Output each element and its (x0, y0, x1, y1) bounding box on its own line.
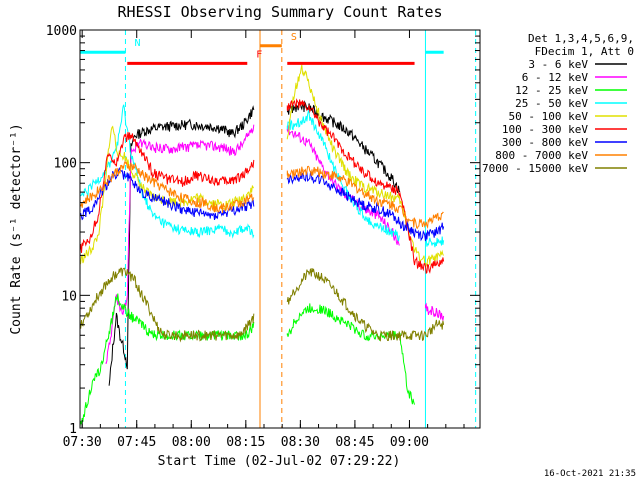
timestamp: 16-Oct-2021 21:35 (544, 469, 636, 479)
y-tick-label-1: 10 (61, 289, 77, 304)
legend-header-detectors: Det 1,3,4,5,6,9, (528, 32, 634, 45)
series-line-1 (105, 124, 445, 365)
x-tick-label-1: 07:45 (117, 435, 156, 450)
x-axis-label: Start Time (02-Jul-02 07:29:22) (158, 454, 401, 469)
legend-label-7: 800 - 7000 keV (495, 149, 588, 162)
legend-label-8: 7000 - 15000 keV (482, 162, 588, 175)
flag-label-S: S (291, 32, 297, 43)
legend-label-5: 100 - 300 keV (502, 123, 588, 136)
series-line-2 (79, 293, 415, 427)
series-line-7 (79, 160, 444, 229)
legend-label-6: 300 - 800 keV (502, 136, 588, 149)
legend-label-1: 6 - 12 keV (522, 71, 589, 84)
y-tick-label-3: 1000 (46, 24, 77, 39)
x-tick-label-6: 09:00 (390, 435, 429, 450)
x-tick-label-2: 08:00 (172, 435, 211, 450)
x-tick-label-3: 08:15 (226, 435, 265, 450)
y-tick-label-2: 100 (54, 157, 77, 172)
plot-area: N F S (79, 30, 477, 428)
x-tick-label-5: 08:45 (335, 435, 374, 450)
flag-label-N: N (134, 38, 140, 49)
flag-label-F: F (256, 49, 262, 60)
legend-label-0: 3 - 6 keV (528, 58, 588, 71)
y-tick-label-0: 1 (69, 422, 77, 437)
legend-label-4: 50 - 100 keV (509, 110, 589, 123)
x-tick-label-4: 08:30 (281, 435, 320, 450)
y-axis-label: Count Rate (s⁻¹ detector⁻¹) (9, 123, 24, 334)
series-line-8 (79, 267, 445, 343)
axes: 07:30 07:45 08:00 08:15 08:30 08:45 09:00 1 10 10… (46, 24, 480, 450)
plot-frame (79, 29, 481, 429)
series-line-6 (79, 167, 445, 242)
chart-title: RHESSI Observing Summary Count Rates (117, 3, 442, 21)
legend-label-2: 12 - 25 keV (515, 84, 588, 97)
series-line-5 (79, 98, 445, 275)
legend-label-3: 25 - 50 keV (515, 97, 588, 110)
legend-header-att: FDecim 1, Att 0 (535, 45, 634, 58)
legend: Det 1,3,4,5,6,9, FDecim 1, Att 0 3 - 6 k… (482, 32, 634, 175)
x-tick-label-0: 07:30 (63, 435, 102, 450)
